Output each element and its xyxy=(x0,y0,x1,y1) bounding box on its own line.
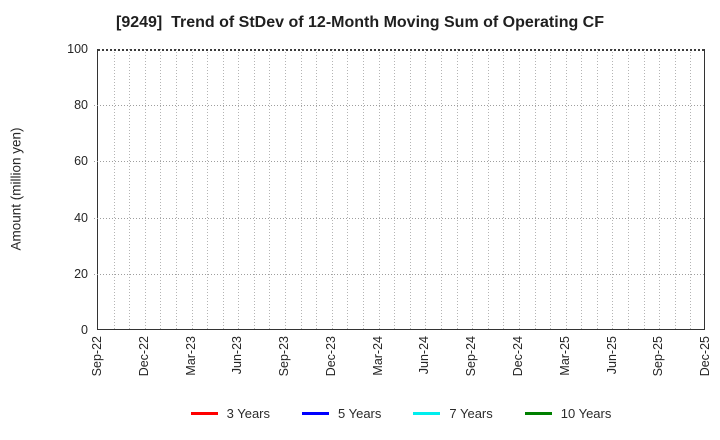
vertical-gridline xyxy=(409,49,411,329)
vertical-gridline xyxy=(643,49,645,329)
y-tick-label: 100 xyxy=(67,42,88,56)
vertical-gridline xyxy=(472,49,474,329)
vertical-gridline xyxy=(518,49,520,329)
plot-area xyxy=(94,49,705,330)
x-tick-label: Dec-22 xyxy=(136,336,151,377)
vertical-gridline xyxy=(175,49,177,329)
vertical-gridline xyxy=(487,49,489,329)
vertical-gridline xyxy=(253,49,255,329)
x-tick-label: Sep-25 xyxy=(651,336,666,377)
horizontal-gridline xyxy=(94,273,704,275)
vertical-gridline xyxy=(285,49,287,329)
x-tick-label: Sep-24 xyxy=(464,336,479,377)
x-tick-label: Mar-23 xyxy=(183,336,198,376)
x-tick-label: Dec-25 xyxy=(698,336,712,377)
vertical-gridline xyxy=(440,49,442,329)
x-tick-label: Sep-22 xyxy=(90,336,104,377)
vertical-gridline xyxy=(113,49,115,329)
vertical-gridline xyxy=(534,49,536,329)
x-tick-label: Dec-24 xyxy=(510,336,525,377)
vertical-gridline xyxy=(347,49,349,329)
vertical-gridline xyxy=(160,49,162,329)
horizontal-gridline xyxy=(94,217,704,219)
vertical-gridline xyxy=(129,49,131,329)
vertical-gridline xyxy=(581,49,583,329)
vertical-gridline xyxy=(207,49,209,329)
vertical-gridline xyxy=(425,49,427,329)
y-tick-label: 40 xyxy=(74,210,88,225)
x-tick-label: Dec-23 xyxy=(323,336,338,377)
vertical-gridline xyxy=(612,49,614,329)
horizontal-gridline xyxy=(94,105,704,107)
y-axis-title: Amount (million yen) xyxy=(8,127,24,251)
y-tick-label: 20 xyxy=(74,266,88,281)
vertical-gridline xyxy=(238,49,240,329)
vertical-gridline xyxy=(269,49,271,329)
vertical-gridline xyxy=(191,49,193,329)
legend-line-swatch xyxy=(302,411,329,415)
vertical-gridline xyxy=(628,49,630,329)
legend-label: 5 Years xyxy=(338,405,382,421)
legend-item: 10 Years xyxy=(524,405,612,421)
chart-title: [9249] Trend of StDev of 12-Month Moving… xyxy=(115,14,605,31)
vertical-gridline xyxy=(659,49,661,329)
horizontal-gridline xyxy=(94,161,704,163)
vertical-gridline xyxy=(144,49,146,329)
legend: 3 Years 5 Years 7 Years 10 Years xyxy=(97,403,705,423)
legend-line-swatch xyxy=(413,411,441,415)
x-tick-label: Mar-25 xyxy=(557,336,572,376)
legend-label: 10 Years xyxy=(560,405,612,421)
vertical-gridline xyxy=(378,49,380,329)
vertical-gridline xyxy=(503,49,505,329)
x-tick-label: Sep-23 xyxy=(277,336,292,377)
vertical-gridline xyxy=(331,49,333,329)
legend-item: 7 Years xyxy=(413,405,493,421)
vertical-gridline xyxy=(550,49,552,329)
vertical-gridline xyxy=(316,49,318,329)
vertical-gridline xyxy=(394,49,396,329)
vertical-gridline xyxy=(674,49,676,329)
y-tick-label: 80 xyxy=(74,98,88,113)
legend-item: 5 Years xyxy=(302,406,381,421)
x-tick-label: Mar-24 xyxy=(370,336,385,376)
x-tick-label: Jun-24 xyxy=(417,336,432,375)
y-tick-label: 0 xyxy=(81,323,88,337)
legend-label: 3 Years xyxy=(226,405,270,421)
legend-item: 3 Years xyxy=(190,405,270,421)
vertical-gridline xyxy=(596,49,598,329)
vertical-gridline xyxy=(363,49,365,329)
legend-label: 7 Years xyxy=(449,405,493,421)
vertical-gridline xyxy=(690,49,692,329)
top-spine xyxy=(98,49,704,51)
vertical-gridline xyxy=(565,49,567,329)
vertical-gridline xyxy=(300,49,302,329)
vertical-gridline xyxy=(222,49,224,329)
legend-line-swatch xyxy=(524,411,552,415)
x-tick-label: Jun-23 xyxy=(230,336,245,375)
vertical-gridline xyxy=(456,49,458,329)
x-tick-label: Jun-25 xyxy=(604,336,619,375)
legend-line-swatch xyxy=(190,411,218,415)
y-tick-label: 60 xyxy=(74,154,88,169)
